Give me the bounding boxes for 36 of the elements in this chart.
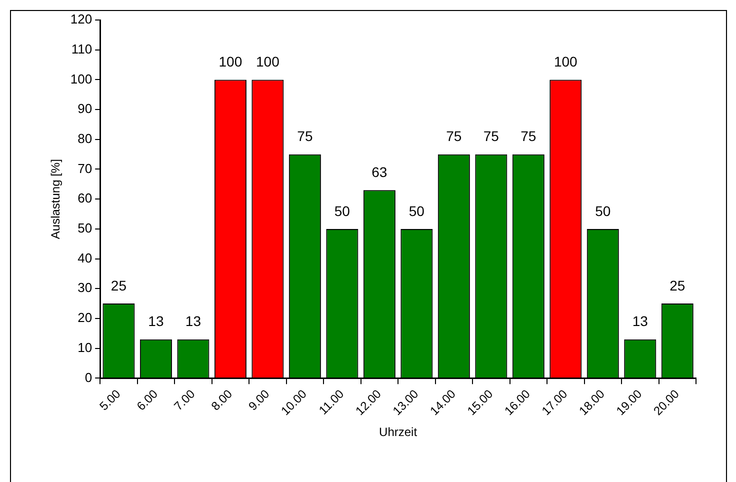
y-axis-title: Auslastung [%] xyxy=(48,159,63,240)
data-label: 13 xyxy=(185,313,202,330)
x-tick-label: 6.00 xyxy=(134,386,161,414)
y-tick-label: 100 xyxy=(70,71,92,86)
data-label: 75 xyxy=(520,128,536,144)
y-tick-label: 10 xyxy=(78,340,92,355)
y-tick-label: 110 xyxy=(71,41,92,56)
y-tick-label: 50 xyxy=(78,220,92,236)
x-tick-label: 8.00 xyxy=(208,386,236,414)
data-label: 100 xyxy=(256,54,280,70)
y-tick-label: 70 xyxy=(78,160,92,176)
data-label: 75 xyxy=(483,128,500,144)
x-tick-label: 9.00 xyxy=(246,386,272,414)
data-label: 13 xyxy=(148,313,164,330)
data-label: 75 xyxy=(297,128,313,144)
data-label: 50 xyxy=(334,202,350,219)
y-tick-label: 20 xyxy=(78,310,92,326)
y-tick-label: 0 xyxy=(84,370,92,385)
data-label: 50 xyxy=(595,202,611,219)
x-tick-label: 5.00 xyxy=(96,386,124,414)
y-tick-label: 80 xyxy=(78,130,92,146)
data-label: 100 xyxy=(554,54,578,70)
y-tick-label: 30 xyxy=(78,280,92,296)
data-label: 100 xyxy=(218,54,242,70)
x-tick-label: 7.00 xyxy=(171,386,198,414)
data-label: 75 xyxy=(446,128,462,144)
y-tick-label: 90 xyxy=(78,101,92,116)
y-tick-label: 40 xyxy=(78,250,92,266)
data-label: 50 xyxy=(408,202,425,219)
y-tick-label: 60 xyxy=(78,190,92,206)
data-label: 25 xyxy=(670,277,686,294)
data-label: 63 xyxy=(372,164,388,180)
data-label: 13 xyxy=(632,313,648,330)
x-axis-title: Uhrzeit xyxy=(379,425,418,440)
y-tick-label: 120 xyxy=(70,12,92,27)
data-label: 25 xyxy=(110,277,127,294)
